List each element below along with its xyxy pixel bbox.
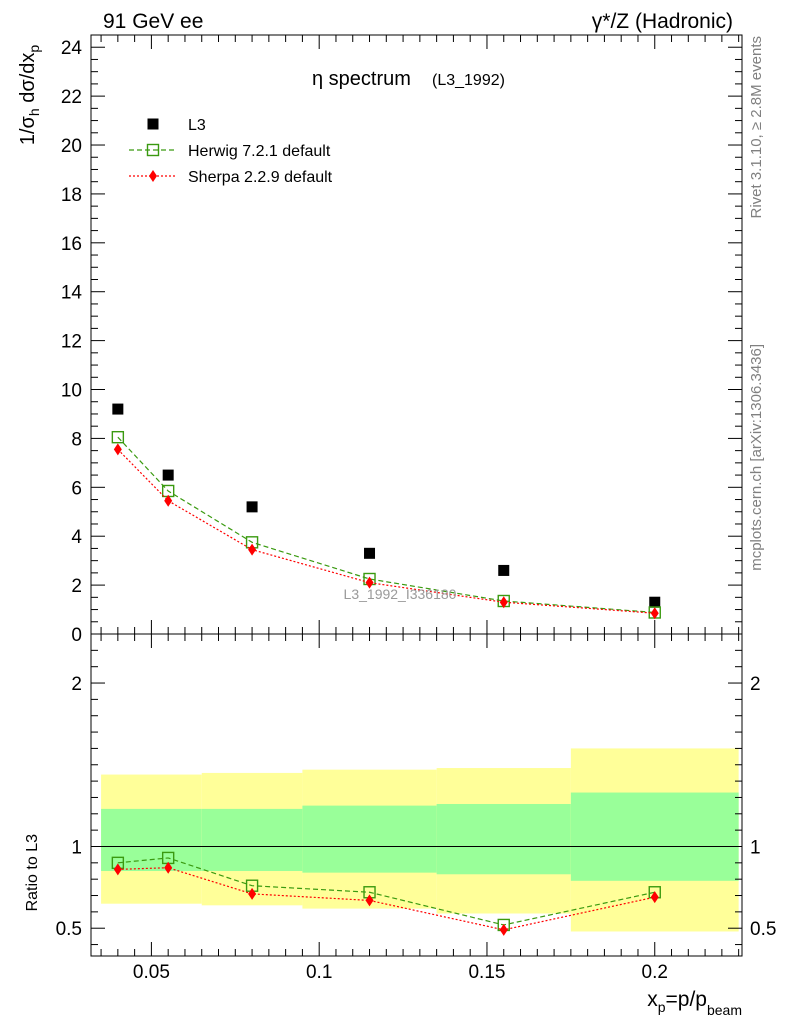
main-point-0-1 <box>162 469 174 481</box>
x-tick-label-1: 0.1 <box>306 962 332 983</box>
main-y-tick-label-9: 18 <box>61 185 82 206</box>
band-inner-4 <box>570 792 739 881</box>
main-y-tick-label-4: 8 <box>71 429 82 450</box>
ratio-ylabel: Ratio to L3 <box>24 834 41 911</box>
side-label-top: Rivet 3.1.10, ≥ 2.8M events <box>748 36 765 219</box>
legend-label-0: L3 <box>188 117 206 134</box>
main-y-tick-label-11: 22 <box>61 87 82 108</box>
ratio-point-1-5 <box>650 891 659 904</box>
ratio-y-tick-label-left-2: 2 <box>71 674 82 695</box>
ratio-y-tick-label-right-2: 2 <box>750 674 761 695</box>
main-title-text: η spectrum <box>312 68 411 90</box>
main-y-tick-label-10: 20 <box>61 136 82 157</box>
main-y-tick-label-0: 0 <box>71 625 82 646</box>
ratio-frame <box>90 633 743 957</box>
main-point-0-2 <box>246 501 258 513</box>
main-title: η spectrum (L3_1992) <box>312 68 505 90</box>
x-tick-label-2: 0.15 <box>468 962 505 983</box>
ratio-series-line-0 <box>117 857 655 926</box>
main-point-0-3 <box>364 547 376 559</box>
main-point-0-0 <box>112 403 124 415</box>
main-title-note: (L3_1992) <box>432 72 505 89</box>
legend-label-2: Sherpa 2.2.9 default <box>188 169 333 186</box>
main-point-0-5 <box>649 596 661 608</box>
ratio-point-1-0 <box>113 863 122 876</box>
header-left: 91 GeV ee <box>103 10 203 33</box>
main-point-2-0 <box>113 443 122 456</box>
ratio-panel: 0.05 0.1 0.15 0.2 0.5 0.5 1 1 2 2 Ratio to L3 xp=… <box>24 633 776 1018</box>
main-point-2-2 <box>248 543 257 556</box>
ratio-y-tick-label-left-1: 1 <box>71 837 82 858</box>
main-point-0-4 <box>498 564 510 576</box>
ratio-y-tick-label-right-1: 1 <box>750 837 761 858</box>
ratio-point-1-2 <box>248 887 257 900</box>
legend-marker-1 <box>146 143 160 157</box>
band-inner-3 <box>436 803 571 875</box>
main-point-2-1 <box>164 494 173 507</box>
main-y-tick-label-2: 4 <box>71 527 82 548</box>
main-point-2-3 <box>365 576 374 589</box>
band-inner-0 <box>101 808 202 872</box>
band-inner-2 <box>302 805 437 873</box>
ratio-series-line-1 <box>117 867 655 931</box>
x-tick-label-3: 0.2 <box>642 962 668 983</box>
side-label-bottom: mcplots.cern.ch [arXiv:1306.3436] <box>748 344 765 571</box>
main-point-2-4 <box>499 596 508 609</box>
main-y-tick-label-8: 16 <box>61 234 82 255</box>
ratio-y-tick-label-left-0: 0.5 <box>56 919 82 940</box>
legend: L3 Herwig 7.2.1 default Sherpa 2.2.9 defau… <box>129 117 333 186</box>
main-y-tick-label-7: 14 <box>61 283 83 304</box>
main-y-tick-label-3: 6 <box>71 478 82 499</box>
x-tick-label-0: 0.05 <box>133 962 170 983</box>
main-point-2-5 <box>650 607 659 620</box>
ratio-point-1-4 <box>499 923 508 936</box>
main-point-1-0 <box>111 430 125 444</box>
legend-marker-2 <box>149 170 157 182</box>
legend-label-1: Herwig 7.2.1 default <box>188 143 331 160</box>
main-y-tick-label-12: 24 <box>61 38 83 59</box>
ratio-y-tick-label-right-0: 0.5 <box>750 919 776 940</box>
main-ylabel: 1/σh dσ/dxp <box>17 45 42 146</box>
main-series-line-1 <box>117 436 655 614</box>
main-y-tick-label-5: 10 <box>61 381 82 402</box>
ratio-point-1-1 <box>164 861 173 874</box>
legend-marker-0 <box>147 118 159 130</box>
main-y-tick-label-6: 12 <box>61 332 82 353</box>
ratio-point-1-3 <box>365 894 374 907</box>
band-inner-1 <box>201 808 303 872</box>
ratio-xlabel: xp=p/pbeam <box>647 988 742 1018</box>
main-y-tick-label-1: 2 <box>71 576 82 597</box>
watermark: L3_1992_I336180 <box>344 586 457 602</box>
header-right: γ*/Z (Hadronic) <box>592 10 733 33</box>
